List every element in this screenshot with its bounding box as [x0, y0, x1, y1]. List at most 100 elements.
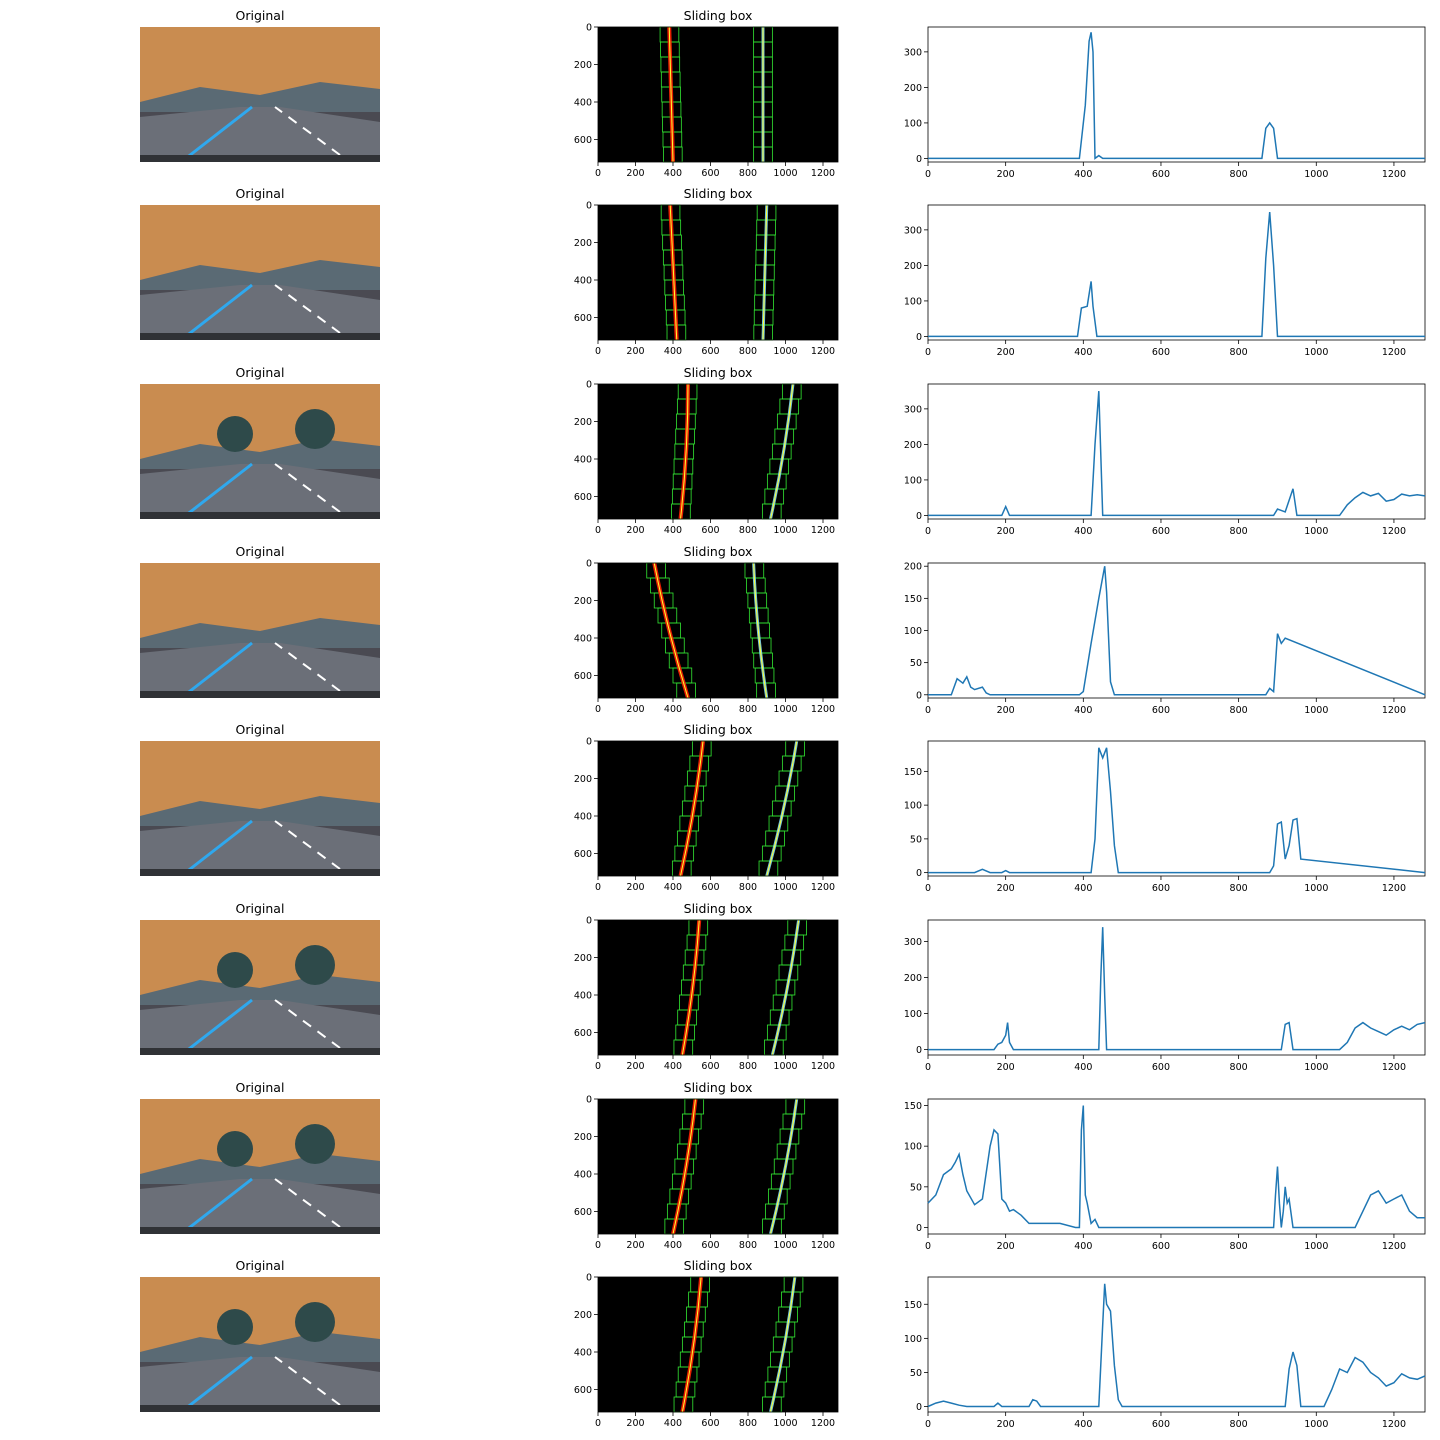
x-tick-label: 400 [664, 1061, 682, 1072]
x-tick-label: 400 [1074, 1241, 1092, 1252]
hood [140, 1227, 380, 1234]
axes-frame [597, 1276, 839, 1413]
left-lane-line [184, 998, 253, 1054]
left-lane-line [184, 462, 253, 518]
x-tick-label: 400 [664, 525, 682, 536]
road-photo [140, 27, 380, 162]
x-tick-label: 400 [664, 704, 682, 715]
original-title: Original [235, 901, 285, 916]
sliding-box-title: Sliding box [683, 1080, 753, 1095]
y-tick-label: 200 [904, 973, 922, 984]
y-tick-label: 600 [574, 671, 592, 682]
polyfit-line [762, 204, 768, 341]
x-tick-label: 200 [626, 1061, 644, 1072]
right-lane-marks [274, 284, 341, 334]
x-tick-label: 1200 [1382, 705, 1406, 716]
histogram-series-line [928, 391, 1426, 517]
x-tick-label: 400 [1074, 883, 1092, 894]
sliding-box-svg: 0 200 400 600 800 1000 1200 0 200 400 600 [574, 916, 839, 1072]
y-tick-label: 100 [904, 1142, 922, 1153]
histogram-plot: 0 200 400 600 800 1000 1200 0 50 100 150 200 [890, 556, 1435, 716]
histogram-series-line [928, 32, 1425, 160]
x-tick-label: 800 [1230, 1062, 1248, 1073]
y-tick-label: 0 [586, 916, 592, 927]
x-tick-label: 0 [925, 347, 931, 358]
binary-image [598, 205, 838, 340]
x-tick-label: 800 [1230, 347, 1248, 358]
x-tick-label: 800 [1230, 705, 1248, 716]
subplot-row: Original Sliding box 0 200 400 600 800 1000 1200… [0, 178, 1440, 358]
hood [140, 1405, 380, 1412]
histogram-series-line [928, 212, 1425, 338]
x-tick-label: 1200 [811, 882, 835, 893]
road-photo [140, 205, 380, 340]
y-tick-label: 0 [586, 1273, 592, 1284]
axes-frame [597, 26, 839, 163]
x-tick-label: 0 [595, 168, 601, 179]
sliding-box-plot: 0 200 400 600 800 1000 1200 0 200 400 600 [560, 1256, 850, 1429]
x-tick-label: 1200 [811, 168, 835, 179]
polyfit-line [770, 383, 794, 520]
x-tick-label: 1000 [1304, 1241, 1328, 1252]
histogram-plot: 0 200 400 600 800 1000 1200 0 100 200 300 [890, 198, 1435, 358]
x-tick-label: 600 [1152, 526, 1170, 537]
x-tick-label: 1200 [1382, 883, 1406, 894]
x-tick-label: 1000 [1304, 169, 1328, 180]
y-tick-label: 600 [574, 1028, 592, 1039]
y-tick-label: 200 [574, 596, 592, 607]
x-tick-label: 600 [701, 882, 719, 893]
binary-image [598, 384, 838, 519]
sliding-box-plot: 0 200 400 600 800 1000 1200 0 200 400 600 [560, 720, 850, 893]
x-tick-label: 0 [925, 526, 931, 537]
binary-image [598, 920, 838, 1055]
subplot-row: Original Sliding box 0 200 400 600 800 1000 1200… [0, 0, 1440, 180]
histogram-plot: 0 200 400 600 800 1000 1200 0 50 100 150 [890, 734, 1435, 894]
sliding-box-title: Sliding box [683, 544, 753, 559]
y-tick-label: 600 [574, 849, 592, 860]
sliding-box-title: Sliding box [683, 901, 753, 916]
histogram-svg: 0 200 400 600 800 1000 1200 0 50 100 150 200 [904, 562, 1426, 716]
left-lane-line [184, 641, 253, 697]
x-tick-label: 400 [1074, 526, 1092, 537]
original-road-image [140, 741, 380, 876]
right-lane-marks [274, 999, 341, 1049]
sliding-box-svg: 0 200 400 600 800 1000 1200 0 200 400 600 [574, 380, 839, 536]
right-lane-marks [274, 106, 341, 156]
x-tick-label: 200 [626, 346, 644, 357]
histogram-axes [927, 1098, 1426, 1235]
hood [140, 691, 380, 698]
axes-frame [597, 383, 839, 520]
histogram-svg: 0 200 400 600 800 1000 1200 0 50 100 150 [904, 1098, 1426, 1252]
polyfit-line [672, 1098, 696, 1235]
hills [140, 260, 380, 290]
x-tick-label: 600 [1152, 347, 1170, 358]
tree [217, 1131, 253, 1167]
y-tick-label: 0 [916, 1223, 922, 1234]
sliding-box-plot: 0 200 400 600 800 1000 1200 0 200 400 600 [560, 1078, 850, 1251]
y-tick-label: 200 [904, 261, 922, 272]
binary-image [598, 1277, 838, 1412]
histogram-axes [927, 383, 1426, 520]
polyfit-line [681, 1276, 702, 1413]
x-tick-label: 800 [739, 168, 757, 179]
x-tick-label: 800 [1230, 1419, 1248, 1430]
y-tick-label: 0 [586, 559, 592, 570]
polyfit-line [681, 919, 700, 1056]
x-tick-label: 400 [664, 1240, 682, 1251]
x-tick-label: 400 [664, 168, 682, 179]
x-tick-label: 0 [595, 1418, 601, 1429]
histogram-axes [927, 562, 1426, 699]
y-tick-label: 600 [574, 135, 592, 146]
x-tick-label: 0 [595, 1061, 601, 1072]
axes-frame [597, 204, 839, 341]
sliding-box-plot: 0 200 400 600 800 1000 1200 0 200 400 600 [560, 184, 850, 357]
right-lane-marks [274, 820, 341, 870]
x-tick-label: 1000 [1304, 705, 1328, 716]
tree [295, 409, 335, 449]
x-tick-label: 200 [626, 1418, 644, 1429]
x-tick-label: 800 [1230, 526, 1248, 537]
polyfit-line [770, 1276, 796, 1413]
binary-image [598, 741, 838, 876]
y-tick-label: 200 [574, 774, 592, 785]
histogram-svg: 0 200 400 600 800 1000 1200 0 50 100 150 [904, 740, 1426, 894]
